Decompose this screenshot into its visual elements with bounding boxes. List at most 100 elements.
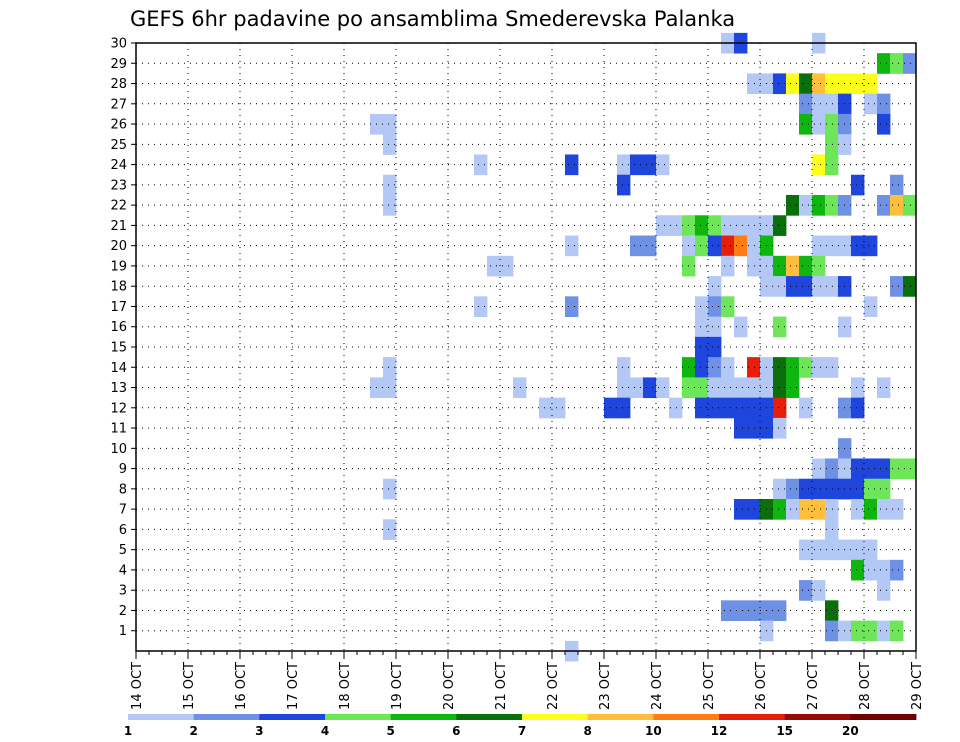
cell-member-26-step-51 xyxy=(799,113,813,135)
cell-member-14-step-43 xyxy=(695,357,709,378)
y-tick-label-27: 27 xyxy=(110,97,127,112)
y-tick-label-4: 4 xyxy=(119,563,127,578)
cell-member-5-step-53 xyxy=(825,539,839,561)
cell-member-20-step-39 xyxy=(643,235,657,257)
y-axis: 1234567891011121314151617181920212223242… xyxy=(110,37,136,639)
cell-member-7-step-52 xyxy=(812,499,826,520)
cell-member-17-step-33 xyxy=(565,296,579,317)
y-tick-label-11: 11 xyxy=(110,422,127,437)
cell-member-19-step-51 xyxy=(799,255,813,277)
cell-member-15-step-44 xyxy=(708,336,722,358)
y-tick-label-2: 2 xyxy=(119,604,127,619)
cell-member-17-step-45 xyxy=(721,296,735,317)
y-tick-label-7: 7 xyxy=(119,503,127,518)
x-tick-label-6: 20 OCT xyxy=(442,662,457,710)
x-tick-label-15: 29 OCT xyxy=(910,662,925,710)
precipitation-cells xyxy=(370,32,917,662)
x-tick-label-13: 27 OCT xyxy=(806,662,821,710)
cell-member-22-step-59 xyxy=(903,195,917,216)
cell-member-22-step-53 xyxy=(825,195,839,216)
cell-member-2-step-45 xyxy=(721,600,735,621)
cell-member-7-step-47 xyxy=(747,499,761,520)
cell-member-14-step-49 xyxy=(773,357,787,378)
cell-member-22-step-52 xyxy=(812,195,826,216)
cell-member-7-step-51 xyxy=(799,499,813,520)
cell-member-19-step-47 xyxy=(747,255,761,277)
x-tick-label-10: 24 OCT xyxy=(650,662,665,710)
x-tick-label-12: 26 OCT xyxy=(754,662,769,710)
cell-member-13-step-38 xyxy=(630,377,644,399)
cell-member-13-step-55 xyxy=(851,377,865,399)
cell-member-2-step-53 xyxy=(825,600,839,621)
cell-member-19-step-52 xyxy=(812,255,826,277)
y-tick-label-20: 20 xyxy=(110,239,127,254)
y-tick-label-15: 15 xyxy=(110,341,127,356)
cell-member-13-step-46 xyxy=(734,377,748,399)
cell-member-21-step-40 xyxy=(656,215,670,236)
cell-member-14-step-53 xyxy=(825,357,839,378)
cell-member-25-step-53 xyxy=(825,134,839,155)
legend-label-10: 10 xyxy=(645,724,662,738)
y-tick-label-24: 24 xyxy=(110,158,127,173)
cell-member-8-step-50 xyxy=(786,478,800,500)
cell-member-12-step-45 xyxy=(721,397,735,419)
cell-member-8-step-19 xyxy=(383,478,397,500)
cell-member-14-step-50 xyxy=(786,357,800,378)
y-tick-label-5: 5 xyxy=(119,543,127,558)
cell-member-27-step-57 xyxy=(877,93,891,115)
cell-member-20-step-47 xyxy=(747,235,761,257)
legend-label-1: 1 xyxy=(124,724,132,738)
cell-member-13-step-40 xyxy=(656,377,670,399)
x-tick-label-14: 28 OCT xyxy=(858,662,873,710)
cell-member-1-step-58 xyxy=(890,620,904,642)
cell-member-20-step-56 xyxy=(864,235,878,257)
cell-member-23-step-19 xyxy=(383,174,397,196)
cell-member-6-step-53 xyxy=(825,519,839,540)
cell-member-5-step-51 xyxy=(799,539,813,561)
cell-member-12-step-44 xyxy=(708,397,722,419)
cell-member-12-step-49 xyxy=(773,397,787,419)
cell-member-21-step-47 xyxy=(747,215,761,236)
cell-member-14-step-51 xyxy=(799,357,813,378)
cell-member-26-step-57 xyxy=(877,113,891,135)
legend-label-6: 6 xyxy=(452,724,460,738)
legend-swatch-9 xyxy=(653,714,720,720)
cell-member-14-step-47 xyxy=(747,357,761,378)
cell-member-12-step-46 xyxy=(734,397,748,419)
cell-member-24-step-52 xyxy=(812,154,826,176)
y-tick-label-18: 18 xyxy=(110,280,127,295)
cell-member-11-step-47 xyxy=(747,417,761,439)
cell-member-20-step-44 xyxy=(708,235,722,257)
cell-member-27-step-52 xyxy=(812,93,826,115)
cell-member-12-step-41 xyxy=(669,397,683,419)
cell-member-22-step-19 xyxy=(383,195,397,216)
chart-title: GEFS 6hr padavine po ansamblima Smederev… xyxy=(130,7,735,31)
cell-member-1-step-56 xyxy=(864,620,878,642)
cell-member-26-step-52 xyxy=(812,113,826,135)
cell-member-19-step-27 xyxy=(487,255,501,277)
cell-member-28-step-47 xyxy=(747,73,761,95)
cell-member-16-step-49 xyxy=(773,316,787,338)
cell-member-22-step-57 xyxy=(877,195,891,216)
x-tick-label-2: 16 OCT xyxy=(234,662,249,710)
cell-member-19-step-28 xyxy=(500,255,514,277)
x-tick-label-7: 21 OCT xyxy=(494,662,509,710)
legend-swatch-11 xyxy=(784,714,851,720)
x-tick-label-8: 22 OCT xyxy=(546,662,561,710)
cell-member-8-step-57 xyxy=(877,478,891,500)
cell-member-3-step-52 xyxy=(812,580,826,601)
cell-member-24-step-38 xyxy=(630,154,644,176)
y-tick-label-17: 17 xyxy=(110,300,127,315)
x-tick-label-1: 15 OCT xyxy=(182,662,197,710)
cell-member-20-step-33 xyxy=(565,235,579,257)
cell-member-26-step-19 xyxy=(383,113,397,135)
cell-member-8-step-55 xyxy=(851,478,865,500)
cell-member-8-step-49 xyxy=(773,478,787,500)
cell-member-27-step-53 xyxy=(825,93,839,115)
legend-swatch-1 xyxy=(128,714,195,720)
y-tick-label-14: 14 xyxy=(110,361,127,376)
cell-member-4-step-56 xyxy=(864,559,878,581)
cell-member-16-step-44 xyxy=(708,316,722,338)
legend-swatch-7 xyxy=(522,714,589,720)
